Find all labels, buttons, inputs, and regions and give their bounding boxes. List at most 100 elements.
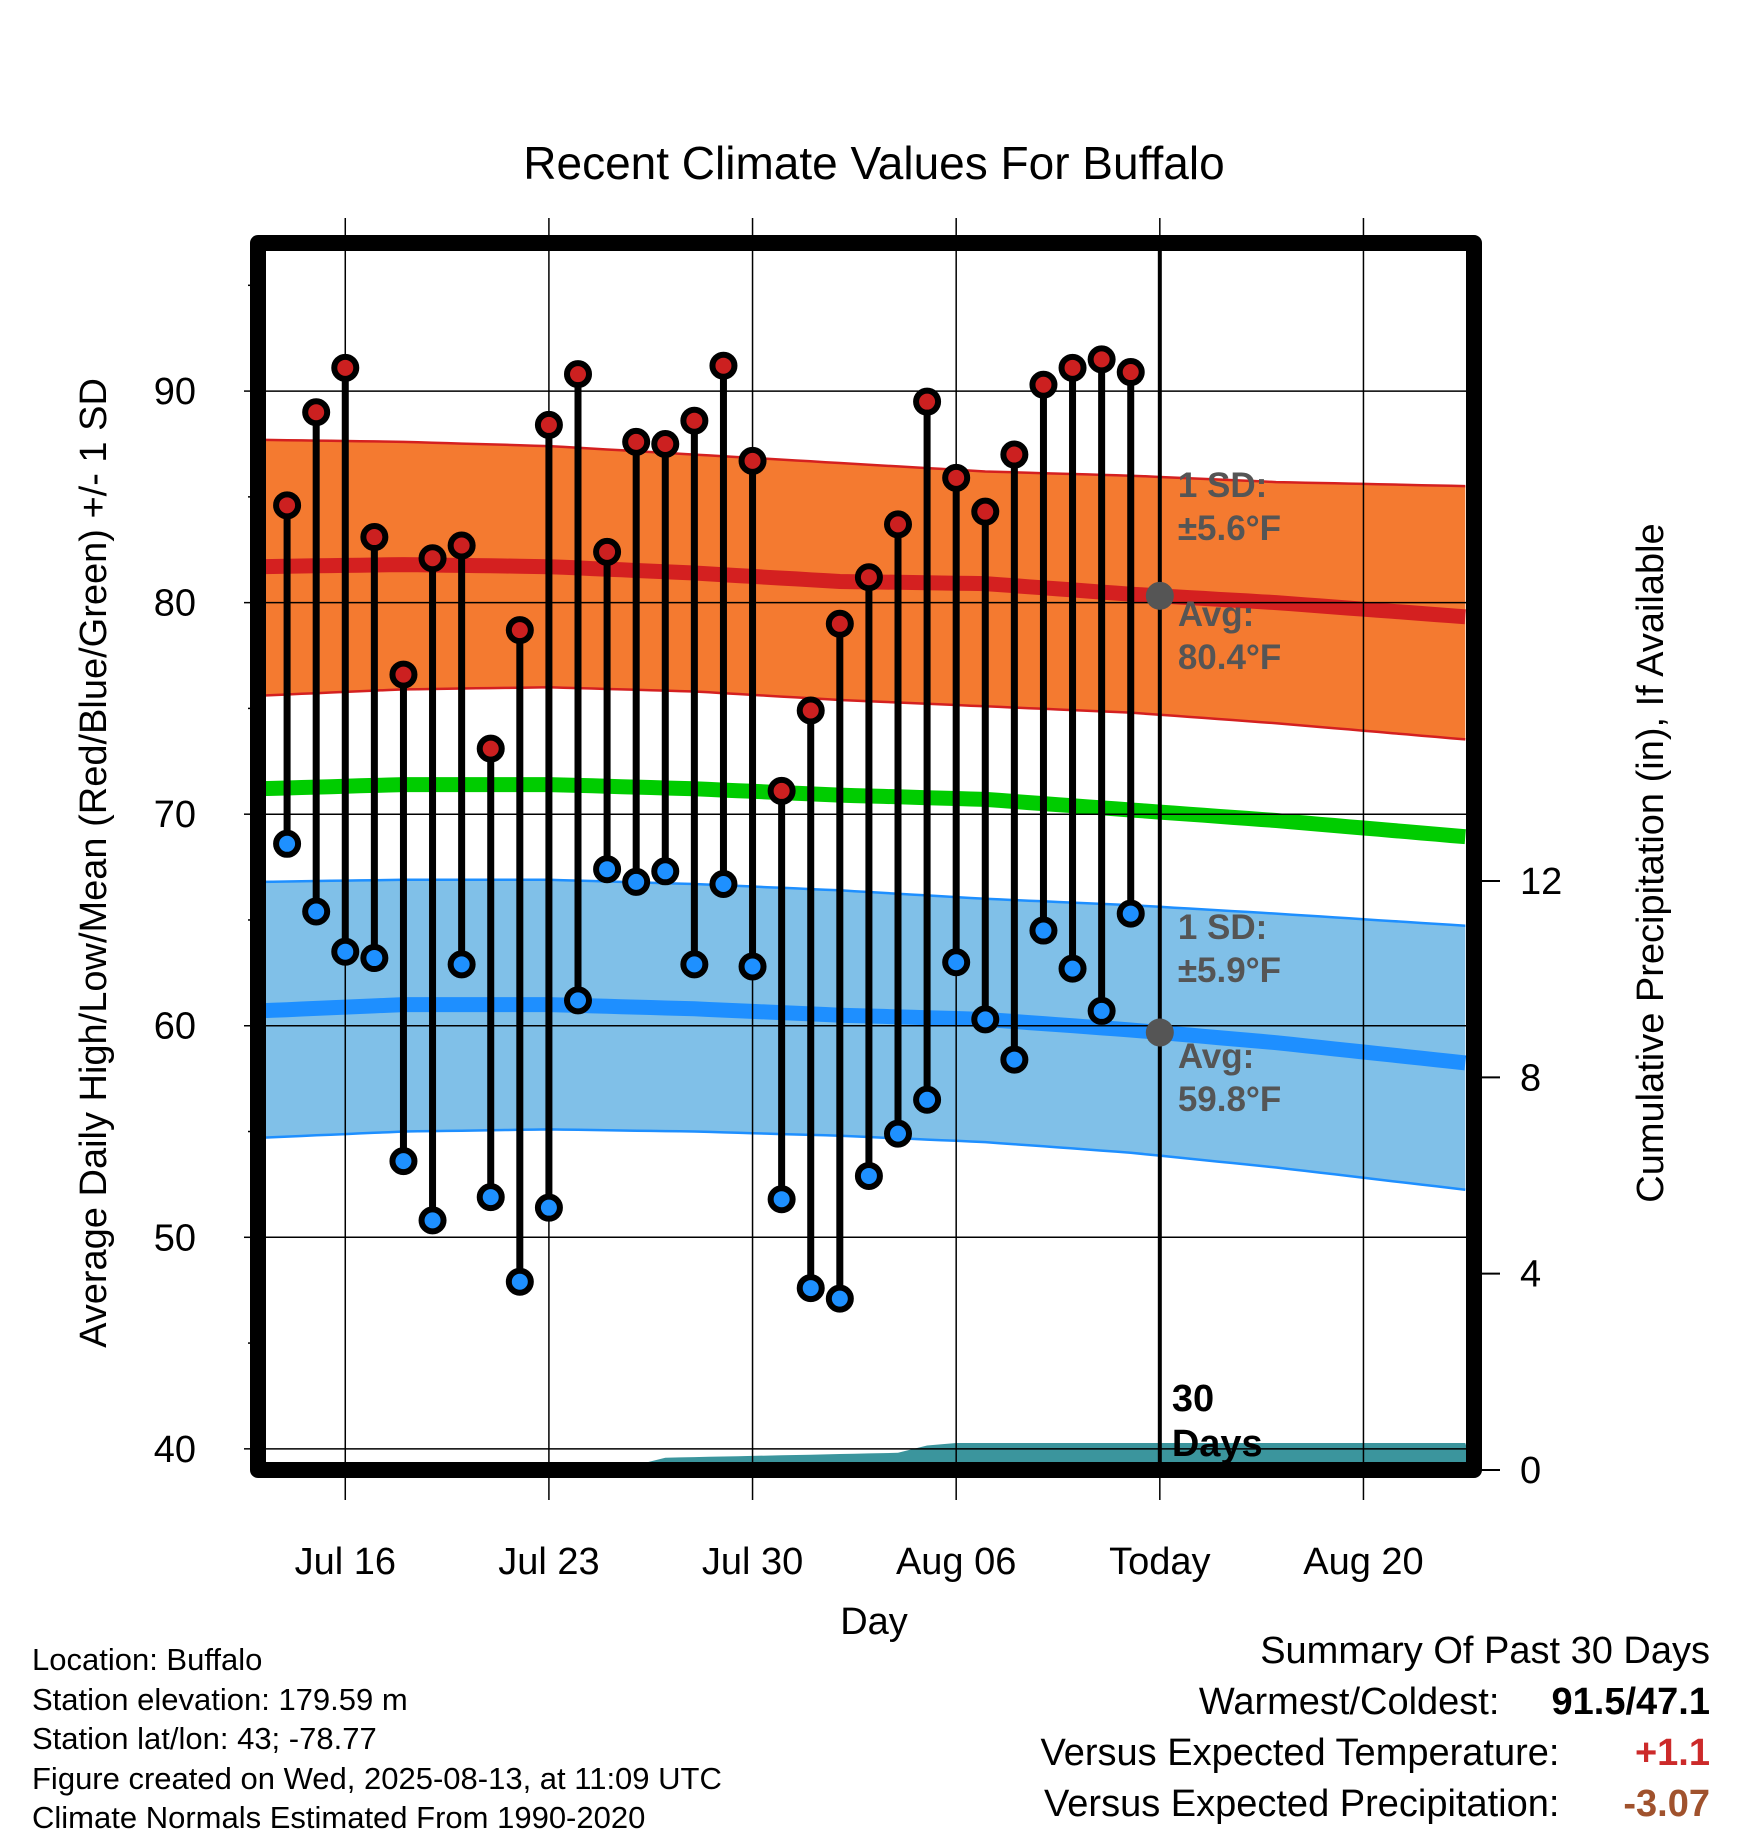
high-sd-band [258, 439, 1466, 740]
y-tick-label: 70 [154, 794, 196, 836]
latlon-text: Station lat/lon: 43; -78.77 [32, 1721, 377, 1756]
daily-low-point [273, 829, 302, 858]
daily-low-point [476, 1183, 505, 1212]
daily-low-point [360, 944, 389, 973]
high-avg-label: Avg: [1178, 595, 1254, 634]
daily-low-point [418, 1206, 447, 1235]
daily-low-point [796, 1274, 825, 1303]
daily-high-point [854, 563, 883, 592]
daily-high-point [418, 544, 447, 573]
x-tick-label: Aug 06 [896, 1541, 1016, 1583]
daily-low-point [389, 1147, 418, 1176]
summary-panel: Summary Of Past 30 Days Warmest/Coldest:… [1041, 1626, 1710, 1830]
daily-high-point [1029, 370, 1058, 399]
daily-high-point [709, 351, 738, 380]
low-avg-line [258, 997, 1467, 1071]
daily-low-point [1116, 899, 1145, 928]
today-days-label: 30 [1172, 1378, 1214, 1420]
daily-low-point [825, 1284, 854, 1313]
y-axis-label: Average Daily High/Low/Mean (Red/Blue/Gr… [73, 378, 115, 1348]
daily-low-point [302, 897, 331, 926]
daily-high-point [738, 446, 767, 475]
y-tick-label: 40 [154, 1429, 196, 1471]
low-sd-lower-line [258, 1128, 1466, 1191]
daily-high-point [1000, 440, 1029, 469]
daily-low-point [505, 1267, 534, 1296]
daily-high-point [447, 531, 476, 560]
daily-low-point [1087, 996, 1116, 1025]
high-avg-today-marker [1145, 581, 1174, 610]
x-tick-label: Aug 20 [1303, 1541, 1423, 1583]
high-sd-label: 1 SD: [1178, 466, 1267, 505]
daily-low-point [447, 950, 476, 979]
daily-high-point [825, 609, 854, 638]
y-axis-left: 40 50 60 70 80 90 [154, 284, 258, 1471]
x-tick-label: Jul 30 [702, 1541, 803, 1583]
low-sd-label: 1 SD: [1178, 908, 1267, 947]
daily-high-point [1087, 345, 1116, 374]
summary-warmest-coldest: Warmest/Coldest: 91.5/47.1 [1041, 1677, 1710, 1728]
daily-high-point [913, 387, 942, 416]
daily-low-point [593, 855, 622, 884]
daily-high-point [331, 353, 360, 382]
station-info: Location: Buffalo Station elevation: 179… [32, 1640, 722, 1838]
chart-title: Recent Climate Values For Buffalo [523, 137, 1224, 189]
daily-high-point [767, 776, 796, 805]
daily-low-point [622, 867, 651, 896]
location-text: Location: Buffalo [32, 1642, 263, 1677]
daily-low-point [854, 1161, 883, 1190]
x-axis: Jul 16 Jul 23 Jul 30 Aug 06 Today Aug 20 [295, 218, 1424, 1583]
y-tick-label: 90 [154, 371, 196, 413]
daily-low-point [738, 952, 767, 981]
x-axis-label: Day [840, 1601, 908, 1643]
daily-low-point [767, 1185, 796, 1214]
daily-high-point [651, 429, 680, 458]
temp-label: Versus Expected Temperature: [1040, 1732, 1560, 1774]
normals-text: Climate Normals Estimated From 1990-2020 [32, 1800, 646, 1835]
y-axis-right: 0 4 8 12 [1474, 861, 1562, 1492]
low-sd-value: ±5.9°F [1178, 951, 1281, 990]
warmest-coldest-label: Warmest/Coldest: [1198, 1681, 1500, 1723]
plot-area: 1 SD: ±5.6°F Avg: 80.4°F 1 SD: ±5.9°F Avg: 59.8… [154, 218, 1562, 1583]
daily-low-point [680, 950, 709, 979]
precip-label: Versus Expected Precipitation: [1044, 1783, 1560, 1825]
y-right-tick-label: 4 [1520, 1254, 1541, 1296]
low-avg-today-marker [1145, 1018, 1174, 1047]
daily-low-point [534, 1193, 563, 1222]
daily-high-point [1116, 358, 1145, 387]
daily-low-point [1029, 916, 1058, 945]
daily-low-point [1058, 954, 1087, 983]
daily-low-point [709, 870, 738, 899]
y-axis-right-label: Cumulative Precipitation (in), If Availa… [1630, 523, 1672, 1202]
daily-high-point [505, 616, 534, 645]
low-sd-band [258, 879, 1466, 1190]
precip-value: -3.07 [1623, 1783, 1710, 1825]
warmest-coldest-value: 91.5/47.1 [1551, 1681, 1710, 1723]
daily-high-point [796, 696, 825, 725]
plot-content: 1 SD: ±5.6°F Avg: 80.4°F 1 SD: ±5.9°F Avg: 59.8… [258, 243, 1474, 1470]
daily-bars [273, 345, 1145, 1313]
daily-high-point [680, 406, 709, 435]
daily-high-point [389, 660, 418, 689]
daily-low-point [942, 948, 971, 977]
daily-high-point [534, 410, 563, 439]
x-tick-label: Today [1109, 1541, 1210, 1583]
summary-temp: Versus Expected Temperature: +1.1 [1041, 1728, 1710, 1779]
elevation-text: Station elevation: 179.59 m [32, 1681, 408, 1717]
y-right-tick-label: 8 [1520, 1057, 1541, 1099]
daily-low-point [1000, 1045, 1029, 1074]
temp-value: +1.1 [1634, 1732, 1710, 1774]
y-right-tick-label: 0 [1520, 1450, 1541, 1492]
daily-high-point [1058, 353, 1087, 382]
low-avg-label: Avg: [1178, 1037, 1254, 1076]
daily-high-point [476, 734, 505, 763]
daily-high-point [273, 491, 302, 520]
high-avg-value: 80.4°F [1178, 638, 1282, 677]
y-tick-label: 50 [154, 1217, 196, 1259]
created-text: Figure created on Wed, 2025-08-13, at 11… [32, 1760, 722, 1796]
x-tick-label: Jul 23 [498, 1541, 599, 1583]
high-sd-value: ±5.6°F [1178, 509, 1281, 548]
daily-low-point [971, 1005, 1000, 1034]
daily-high-point [942, 463, 971, 492]
